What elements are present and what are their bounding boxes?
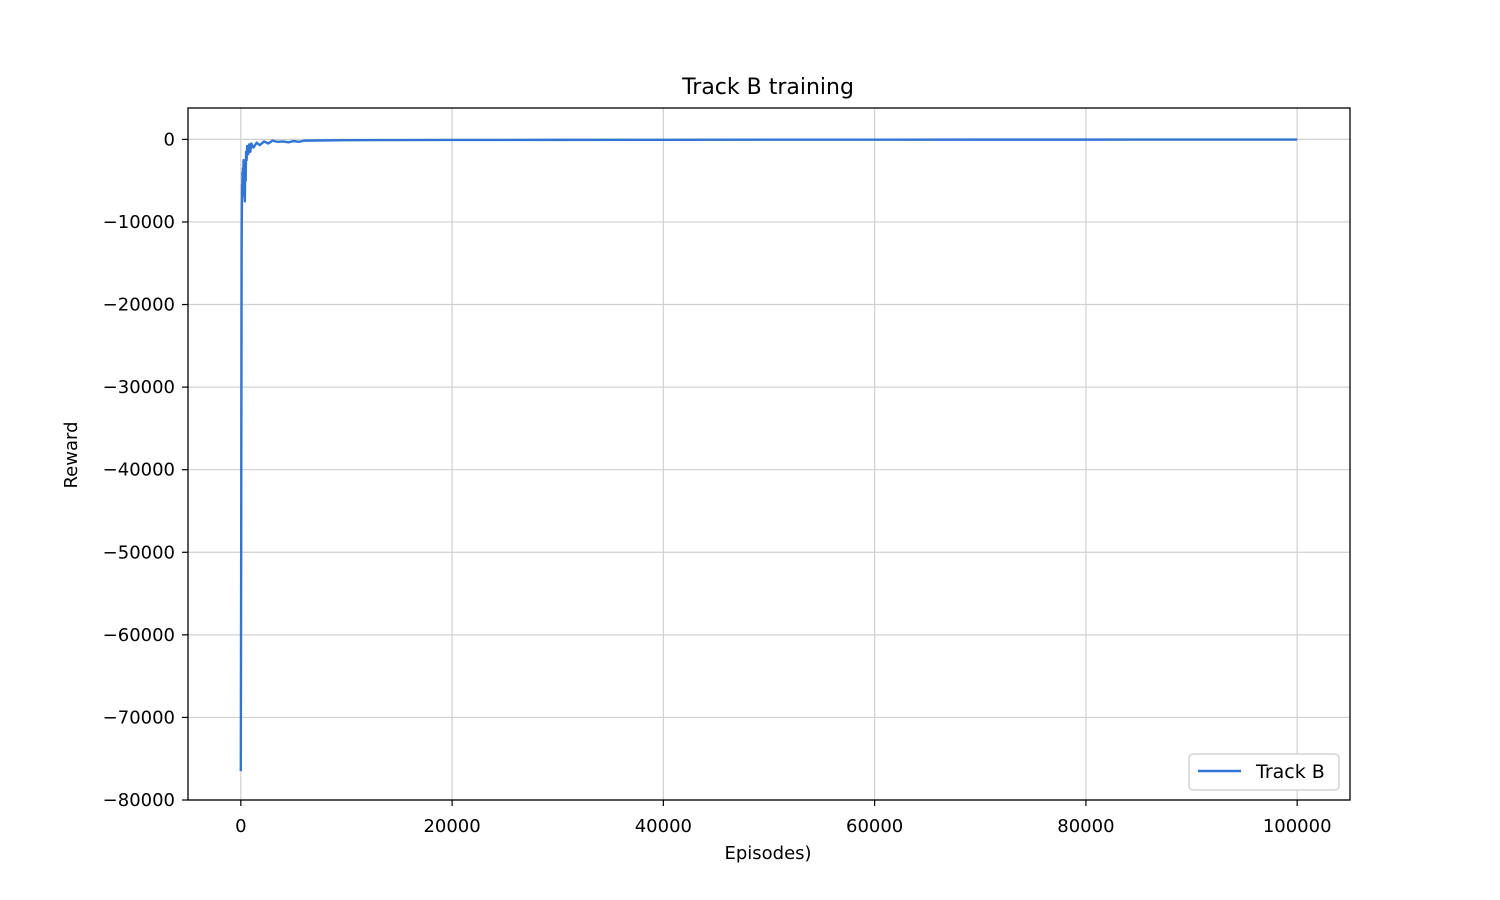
y-tick-label: −80000 (103, 790, 175, 811)
y-tick-label: −40000 (103, 460, 175, 481)
legend-box (1188, 753, 1340, 791)
y-tick-label: −10000 (103, 212, 175, 233)
x-axis-title: Episodes) (724, 843, 811, 864)
x-tick-label: 80000 (1057, 816, 1114, 837)
axis-ticks: 0 20000 40000 60000 80000 100000 0 −10000 −20000… (103, 129, 1332, 837)
series-layer (239, 138, 1298, 772)
y-tick-label: −20000 (103, 295, 175, 316)
x-tick-label: 100000 (1263, 816, 1332, 837)
y-axis-title: Reward (61, 421, 82, 488)
legend: Track B (1188, 753, 1340, 791)
x-tick-label: 0 (235, 816, 246, 837)
y-tick-label: 0 (164, 129, 175, 150)
chart-title: Track B training (681, 75, 854, 100)
y-tick-label: −60000 (103, 625, 175, 646)
x-tick-label: 40000 (635, 816, 692, 837)
legend-label-track-b: Track B (1255, 761, 1325, 783)
y-tick-label: −30000 (103, 377, 175, 398)
y-tick-label: −50000 (103, 542, 175, 563)
y-tick-label: −70000 (103, 707, 175, 728)
x-tick-label: 20000 (423, 816, 480, 837)
x-tick-label: 60000 (846, 816, 903, 837)
series-line-track-b (239, 138, 1298, 772)
plot-area-frame (187, 107, 1351, 801)
